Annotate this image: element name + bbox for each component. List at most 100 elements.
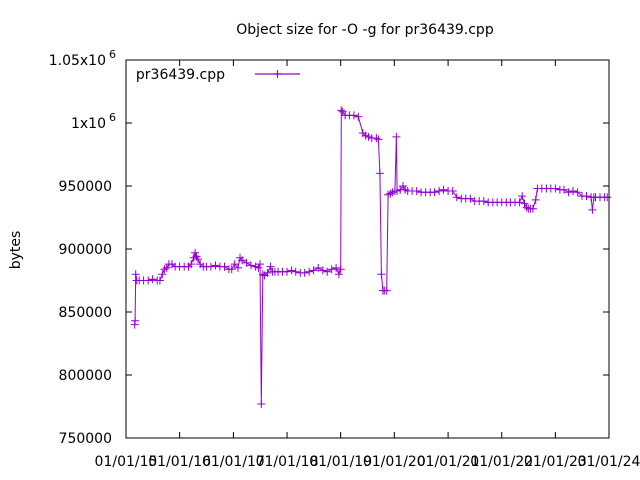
- data-point: [479, 197, 488, 206]
- data-point: [242, 258, 251, 267]
- y-tick-label: 1.05x10: [49, 53, 106, 69]
- x-tick-label: 01/01/24: [578, 454, 640, 470]
- series-line: [134, 109, 608, 405]
- data-point: [309, 266, 318, 275]
- data-point: [337, 106, 346, 115]
- y-tick-exponent: 6: [109, 48, 116, 61]
- data-point: [582, 192, 591, 201]
- y-tick-label: 750000: [59, 431, 112, 447]
- y-tick-label: 900000: [59, 242, 112, 258]
- x-tick-label: 01/01/18: [256, 454, 319, 470]
- data-point: [158, 270, 167, 279]
- data-point: [569, 187, 577, 195]
- data-point: [382, 286, 391, 295]
- data-point: [291, 267, 300, 276]
- data-point: [430, 188, 439, 197]
- data-point: [560, 185, 568, 194]
- data-point: [375, 169, 384, 178]
- data-point: [522, 203, 531, 212]
- data-point: [206, 262, 215, 271]
- data-point: [531, 195, 540, 204]
- data-point: [528, 204, 537, 213]
- data-point: [254, 263, 263, 272]
- data-point: [551, 184, 560, 193]
- data-point: [131, 270, 140, 279]
- data-point: [247, 261, 255, 270]
- data-point: [564, 188, 573, 197]
- chart-title: Object size for -O -g for pr36439.cpp: [236, 22, 494, 38]
- data-point: [520, 199, 529, 208]
- data-point: [515, 198, 524, 207]
- x-tick-label: 01/01/17: [202, 454, 265, 470]
- data-point: [332, 263, 341, 272]
- data-point: [230, 260, 239, 269]
- data-point: [256, 260, 264, 269]
- data-point: [392, 132, 401, 141]
- y-tick-label: 850000: [59, 305, 112, 321]
- y-tick-label: 950000: [59, 179, 112, 195]
- data-point: [314, 263, 323, 272]
- y-tick-label: 1x10: [71, 116, 106, 132]
- data-point: [287, 266, 296, 275]
- data-point: [336, 265, 345, 274]
- data-point: [227, 265, 236, 274]
- x-axis-ticks: 01/01/1501/01/1601/01/1701/01/1801/01/19…: [95, 60, 640, 470]
- data-point: [354, 112, 363, 121]
- x-tick-label: 01/01/23: [524, 454, 587, 470]
- data-point: [155, 276, 164, 285]
- data-point: [399, 182, 408, 190]
- data-point: [573, 188, 582, 197]
- data-point: [211, 261, 220, 270]
- data-point: [588, 205, 597, 214]
- data-point: [258, 270, 267, 279]
- legend: pr36439.cpp: [136, 67, 300, 83]
- data-point: [518, 192, 527, 201]
- data-point: [466, 194, 475, 203]
- data-point: [452, 193, 461, 202]
- data-point: [435, 187, 444, 195]
- legend-label: pr36439.cpp: [136, 67, 225, 83]
- data-point: [263, 268, 272, 277]
- data-point: [191, 248, 200, 257]
- data-point: [144, 276, 153, 285]
- data-point: [349, 111, 358, 120]
- y-tick-exponent: 6: [109, 111, 116, 124]
- data-point: [439, 185, 448, 194]
- data-point: [194, 255, 202, 264]
- data-point: [187, 260, 196, 269]
- data-point: [374, 135, 383, 144]
- data-point: [412, 187, 421, 195]
- plot-frame: [125, 59, 610, 439]
- x-tick-label: 01/01/16: [148, 454, 211, 470]
- y-axis-label: bytes: [8, 231, 24, 270]
- y-tick-label: 800000: [59, 368, 112, 384]
- data-point: [327, 265, 336, 274]
- data-point: [364, 132, 373, 141]
- data-point: [234, 263, 242, 272]
- data-point: [266, 262, 275, 271]
- x-tick-label: 01/01/22: [470, 454, 533, 470]
- legend-marker: [273, 70, 282, 78]
- data-point: [220, 262, 229, 271]
- x-tick-label: 01/01/15: [95, 454, 158, 470]
- data-point: [283, 267, 291, 276]
- data-point: [257, 400, 266, 408]
- data-point: [318, 266, 327, 275]
- data-point: [372, 134, 381, 143]
- data-point: [448, 187, 457, 195]
- series-group: [130, 106, 612, 408]
- data-point: [131, 316, 140, 325]
- x-tick-label: 01/01/20: [363, 454, 426, 470]
- data-point: [238, 256, 247, 265]
- data-point: [603, 193, 612, 202]
- data-point: [305, 267, 314, 276]
- data-point: [323, 267, 332, 276]
- x-tick-label: 01/01/19: [309, 454, 372, 470]
- x-tick-label: 01/01/21: [417, 454, 480, 470]
- data-point: [300, 268, 309, 277]
- data-point: [334, 270, 343, 279]
- data-point: [377, 270, 386, 279]
- data-point: [148, 275, 157, 284]
